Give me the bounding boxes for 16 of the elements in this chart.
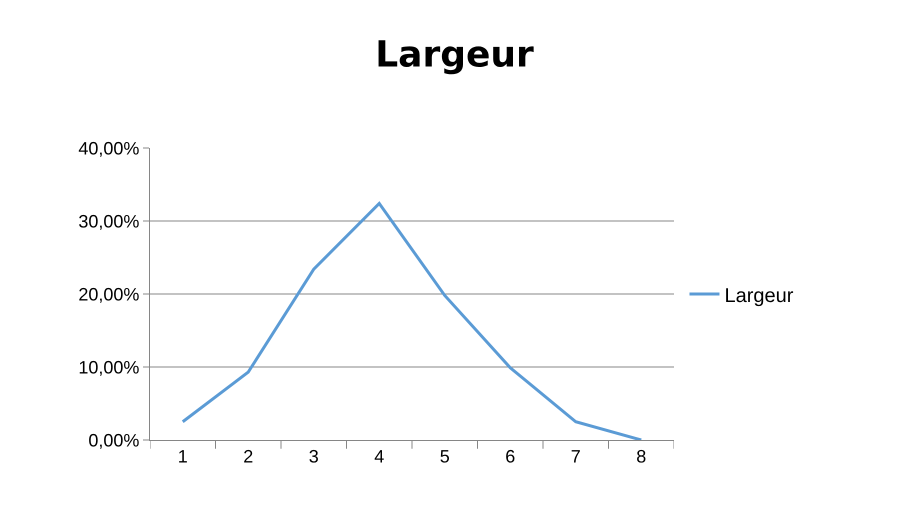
x-tick-label: 8 [636,446,646,467]
y-tick-label: 0,00% [88,430,140,450]
x-tick-label: 1 [178,446,188,467]
line-series [181,202,643,440]
y-tick-label: 10,00% [78,357,140,378]
x-tick-label: 2 [243,446,254,467]
x-tick-label: 3 [308,446,319,467]
x-tick-label: 6 [505,446,516,467]
chart-title: Largeur [375,34,534,76]
y-tick-label: 40,00% [78,138,140,158]
x-tick-label: 5 [440,446,450,467]
x-tick-label: 4 [374,446,384,467]
x-tick-label: 7 [570,446,581,467]
legend-label: Largeur [724,284,794,307]
y-tick-label: 30,00% [78,211,140,232]
y-tick-label: 20,00% [78,284,140,304]
